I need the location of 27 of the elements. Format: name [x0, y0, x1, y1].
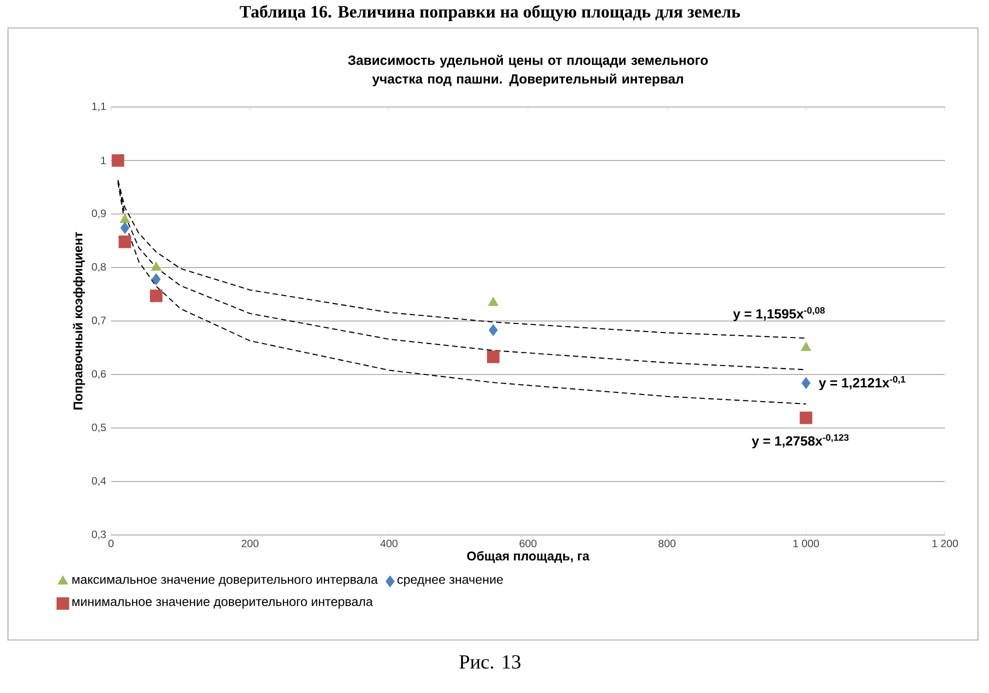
y-axis-title: Поправочный коэффициент	[72, 232, 85, 410]
y-tick-label: 0,4	[92, 477, 106, 486]
y-tick-label: 0,6	[92, 370, 106, 379]
y-tick-label: 1	[101, 156, 106, 164]
legend-label: среднее значение	[397, 576, 503, 586]
y-tick-label: 0,5	[92, 424, 106, 432]
annotation: y = 1,2121x$^{-0,1}$	[818, 376, 906, 390]
y-tick-label: 0,9	[92, 210, 106, 218]
x-axis-title: Общая площадь, га	[467, 551, 590, 563]
y-tick-label: 1,1	[92, 102, 106, 112]
x-tick-label: 800	[658, 540, 676, 548]
x-tick-label: 1 000	[793, 540, 819, 548]
annotation: y = 1,1595x$^{-0,08}$	[733, 307, 825, 322]
text: Таблица 16. Величина поправки на общую площадь для земель	[240, 5, 740, 22]
y-tick-label: 0,3	[92, 530, 106, 540]
text: Рис. 13	[459, 655, 520, 669]
y-tick-label: 0,7	[92, 316, 106, 326]
annotation: y = 1,2758x$^{-0,123}$	[752, 434, 849, 448]
x-tick-label: 200	[242, 540, 258, 548]
x-tick-label: 1 200	[932, 540, 958, 548]
x-tick-label: 400	[380, 540, 398, 548]
chart-title: Зависимость удельной цены от площади земельного участка под пашни. Доверительный интервал	[348, 54, 708, 86]
legend-label: минимальное значение доверительного интервала	[72, 599, 373, 609]
x-tick-label: 0	[108, 540, 114, 548]
y-tick-label: 0,8	[92, 263, 106, 272]
x-tick-label: 600	[520, 540, 536, 548]
legend-label: максимальное значение доверительного интервала	[72, 576, 378, 586]
